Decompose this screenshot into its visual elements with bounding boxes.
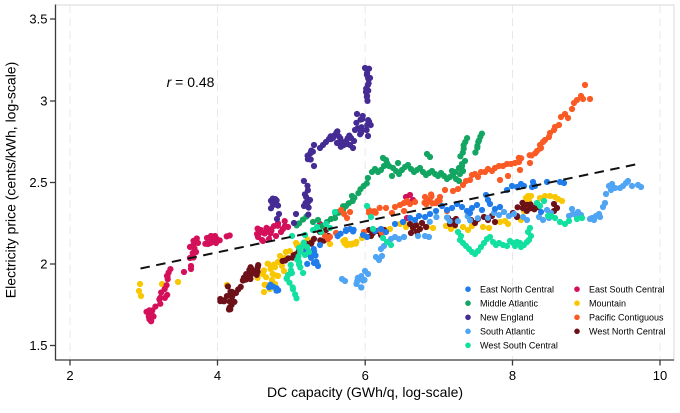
svg-text:3.5: 3.5 [29, 12, 47, 27]
svg-text:Mountain: Mountain [589, 298, 626, 308]
svg-text:1.5: 1.5 [29, 338, 47, 353]
svg-text:South Atlantic: South Atlantic [480, 327, 536, 337]
svg-text:4: 4 [214, 368, 221, 383]
svg-text:3: 3 [40, 94, 47, 109]
svg-text:Middle Atlantic: Middle Atlantic [480, 298, 539, 308]
svg-text:Electricity price (cents/kWh,: Electricity price (cents/kWh, log-scale) [3, 62, 19, 299]
svg-text:New England: New England [480, 313, 534, 323]
svg-text:West North Central: West North Central [589, 327, 665, 337]
svg-text:East South Central: East South Central [589, 284, 665, 294]
svg-text:2: 2 [40, 257, 47, 272]
svg-text:Pacific Contiguous: Pacific Contiguous [589, 313, 664, 323]
svg-text:6: 6 [362, 368, 369, 383]
svg-text:2: 2 [66, 368, 73, 383]
svg-text:8: 8 [509, 368, 516, 383]
svg-text:r = 0.48: r = 0.48 [167, 74, 215, 90]
svg-text:DC capacity (GWh/q, log-scale): DC capacity (GWh/q, log-scale) [267, 384, 463, 400]
svg-text:West South Central: West South Central [480, 341, 558, 351]
svg-text:2.5: 2.5 [29, 175, 47, 190]
svg-text:East North Central: East North Central [480, 284, 554, 294]
svg-text:10: 10 [653, 368, 667, 383]
